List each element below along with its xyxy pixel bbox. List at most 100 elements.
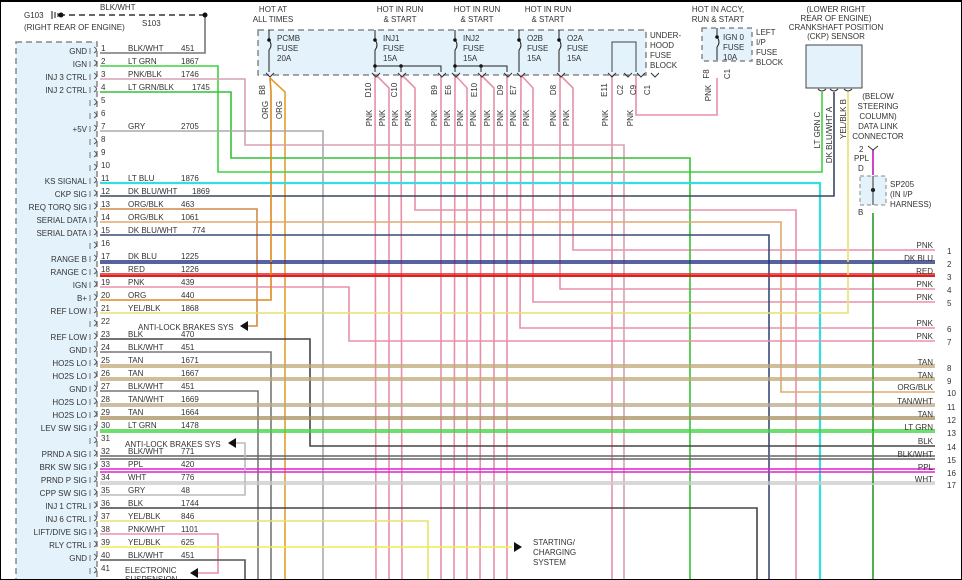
output-number: 5 <box>947 299 952 308</box>
pnk-wire-label: PNK <box>509 109 518 126</box>
terminal-label: C2 <box>616 84 625 95</box>
pin-label: KS SIGNAL <box>45 177 88 186</box>
pin-number: 14 <box>101 213 110 222</box>
pcm-wire-13 <box>100 208 258 327</box>
ckp-terminal-icon <box>829 88 839 92</box>
terminal-label: D10 <box>364 82 373 97</box>
pin-connector-icon <box>93 85 97 93</box>
pin-circuit-number: 463 <box>181 200 195 209</box>
pin-circuit-number: 1744 <box>181 499 199 508</box>
dlc-pin-d: D <box>858 164 864 173</box>
pin-circuit-number: 1664 <box>181 408 199 417</box>
pcm-wire-14 <box>100 221 935 393</box>
pnk-wire-label: PNK <box>601 109 610 126</box>
pin-connector-icon <box>93 475 97 483</box>
splice-label-s103: S103 <box>142 19 161 28</box>
pin-wire-color: ORG <box>128 291 146 300</box>
fuse-dot <box>453 38 457 42</box>
pin-wire-color: YEL/BLK <box>128 512 161 521</box>
hot-label: & START <box>460 15 493 24</box>
pin-circuit-number: 2705 <box>181 122 199 131</box>
fuse-type: FUSE <box>277 44 298 53</box>
fuse-rating: 15A <box>383 54 398 63</box>
fuse-rating: 20A <box>277 54 292 63</box>
pin-circuit-number: 1867 <box>181 57 199 66</box>
pin-connector-icon <box>93 345 97 353</box>
fuse-feed-wire-8 <box>481 75 495 579</box>
fuse-dot <box>557 38 561 42</box>
pin-connector-icon <box>93 384 97 392</box>
sp205-label: (IN I/P <box>890 190 913 199</box>
pin-connector-icon <box>93 293 97 301</box>
pnk-wire-label: PNK <box>626 109 635 126</box>
pin-number: 39 <box>101 538 110 547</box>
fuse-name: PCMB <box>277 34 300 43</box>
pin-circuit-number: 451 <box>181 343 195 352</box>
pin-number: 15 <box>101 226 110 235</box>
ip-fuse-block-label: I/P <box>756 38 766 47</box>
pin-label: INJ 6 CTRL <box>45 515 87 524</box>
pin-wire-color: LT GRN/BLK <box>128 83 175 92</box>
pin-number: 6 <box>101 109 106 118</box>
underhood-fuse-block-label: UNDER- <box>650 31 681 40</box>
ip-fuse-block <box>701 27 753 62</box>
pin-wire-color: DK BLU/WHT <box>128 226 177 235</box>
pin-wire-color: PNK/BLK <box>128 70 162 79</box>
terminal-label: E7 <box>509 85 518 95</box>
pin-connector-icon <box>93 540 97 548</box>
pin-number: 12 <box>101 187 110 196</box>
pin-number: 16 <box>101 239 110 248</box>
pin-number: 20 <box>101 291 110 300</box>
dlc-label: (BELOW <box>862 92 894 101</box>
pin-circuit-number: 1225 <box>181 252 199 261</box>
pin-wire-color: BLK/WHT <box>128 44 164 53</box>
pin-wire-color: ORG/BLK <box>128 200 164 209</box>
charging-label-2: CHARGING <box>533 548 576 557</box>
ground-location: (RIGHT REAR OF ENGINE) <box>24 23 125 32</box>
pnk-wire-label: PNK <box>562 109 571 126</box>
ckp-terminal-icon <box>817 88 827 92</box>
ign0-fuse-name: IGN 0 <box>723 33 744 42</box>
pcm-wire-20 <box>100 77 272 301</box>
pin-connector-icon <box>93 514 97 522</box>
pin-circuit-number: 440 <box>181 291 195 300</box>
dlc-pin-number: 2 <box>859 145 864 154</box>
org-wire-label: ORG <box>261 101 270 119</box>
pcm-wire-27 <box>100 390 259 579</box>
pnk-wire-label: PNK <box>443 109 452 126</box>
pin-label: BRK SW SIG <box>39 463 87 472</box>
pin-circuit-number: 451 <box>181 44 195 53</box>
pin-circuit-number: 846 <box>181 512 195 521</box>
ckp-sensor-label: (CKP) SENSOR <box>807 32 865 41</box>
pin-number: 40 <box>101 551 110 560</box>
terminal-icon <box>371 72 381 78</box>
pin-connector-icon <box>93 98 97 106</box>
pnk-wire-label: PNK <box>404 109 413 126</box>
output-number: 14 <box>947 443 956 452</box>
pin-number: 18 <box>101 265 110 274</box>
ip-hot-label: HOT IN ACCY, <box>692 5 744 14</box>
pin-label: RANGE B <box>51 255 87 264</box>
output-wire-label: PNK <box>917 241 934 250</box>
output-wire-label: PNK <box>917 280 934 289</box>
terminal-icon <box>607 72 617 78</box>
pin-wire-color: TAN <box>128 408 144 417</box>
terminal-c1: C1 <box>723 68 732 79</box>
pin-circuit-number: 1226 <box>181 265 199 274</box>
output-wire-label: BLK/WHT <box>897 450 933 459</box>
pin-number: 4 <box>101 83 106 92</box>
pin-connector-icon <box>93 241 97 249</box>
pin-connector-icon <box>93 566 97 574</box>
pin-wire-color: DK BLU/WHT <box>128 187 177 196</box>
pin-circuit-number: 451 <box>181 382 195 391</box>
pcm-wire-19 <box>100 286 935 342</box>
fuse-type: FUSE <box>567 44 588 53</box>
pin-wire-color: BLK/WHT <box>128 551 164 560</box>
output-number: 9 <box>947 377 952 386</box>
pin-connector-icon <box>93 280 97 288</box>
underhood-fuse-block <box>257 29 647 76</box>
pin-connector-icon <box>93 410 97 418</box>
pin-connector-icon <box>93 358 97 366</box>
pin-number: 31 <box>101 434 110 443</box>
pnk-wire-label: PNK <box>391 109 400 126</box>
